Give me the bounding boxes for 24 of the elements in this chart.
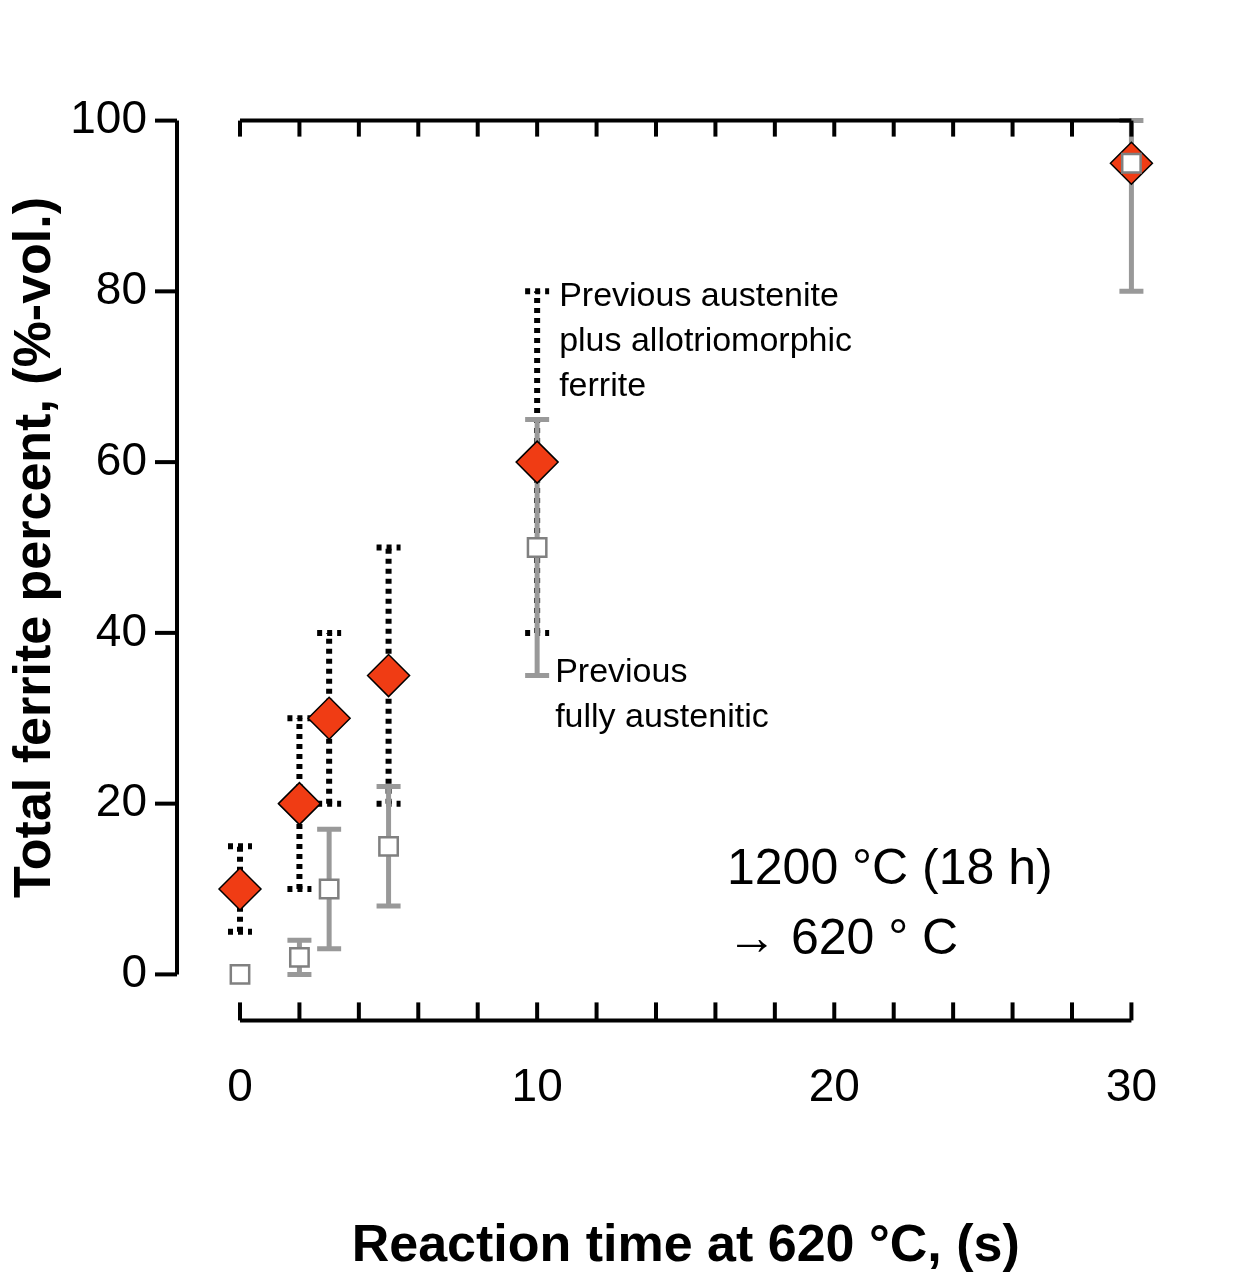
y-tick-label: 60 bbox=[95, 432, 147, 485]
point bbox=[318, 878, 340, 900]
point bbox=[366, 653, 411, 698]
point bbox=[288, 946, 310, 968]
point bbox=[378, 835, 400, 857]
annotation: 1200 °C (18 h) → 620 ° C bbox=[727, 839, 1053, 966]
x-tick-label: 30 bbox=[1105, 1058, 1157, 1111]
x-tick-label: 20 bbox=[808, 1058, 860, 1111]
point bbox=[526, 537, 548, 558]
x-tick-label: 0 bbox=[227, 1058, 253, 1111]
point bbox=[307, 696, 351, 741]
point bbox=[218, 867, 262, 911]
y-tick-label: 0 bbox=[121, 945, 147, 998]
series-label: Previous austenite plus allotriomorphic ferrite bbox=[559, 274, 853, 403]
text: Previous fully austenitic bbox=[555, 650, 769, 734]
y-axis-title: Total ferrite percent, (%-vol.) bbox=[2, 196, 61, 899]
x-axis-title: Reaction time at 620 °C, (s) bbox=[351, 1214, 1020, 1273]
y-tick-label: 80 bbox=[95, 262, 147, 315]
y-tick-label: 100 bbox=[70, 91, 147, 144]
x-tick-label: 10 bbox=[511, 1058, 563, 1111]
point bbox=[277, 781, 322, 826]
y-tick-label: 40 bbox=[95, 603, 147, 656]
point bbox=[515, 440, 559, 484]
y-tick-label: 20 bbox=[95, 774, 147, 827]
